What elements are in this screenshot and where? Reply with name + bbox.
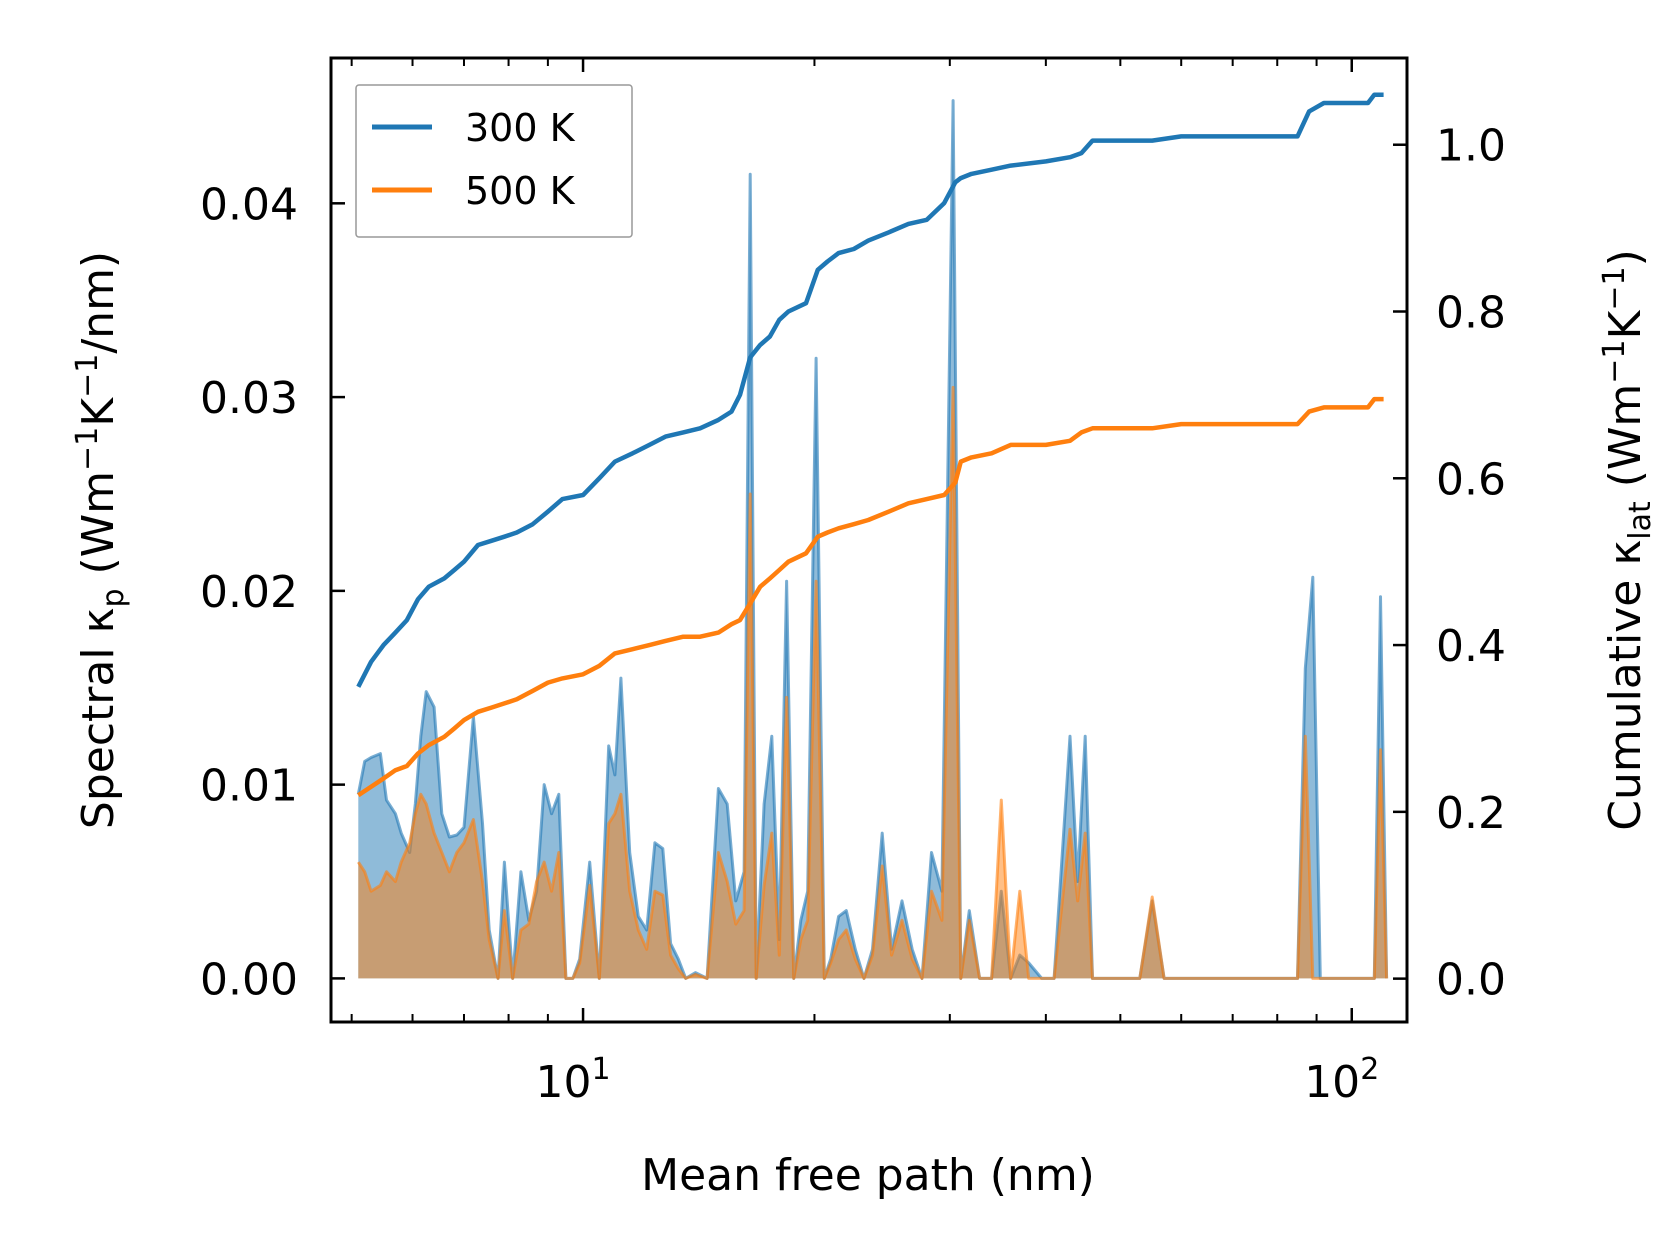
x-axis-label: Mean free path (nm) <box>641 1150 1095 1201</box>
legend-label-500k: 500 K <box>465 169 576 213</box>
y-right-tick-label: 0.4 <box>1436 621 1506 672</box>
legend-label-300k: 300 K <box>465 106 576 150</box>
legend-box <box>355 84 633 238</box>
legend: 300 K 500 K <box>355 84 633 238</box>
cumulative-line-300k <box>356 92 1384 688</box>
y-right-tick-label: 0.0 <box>1436 955 1506 1006</box>
y-left-tick-label: 0.01 <box>200 761 298 812</box>
plot-frame <box>329 56 1409 1024</box>
cumulative-line-500k <box>357 396 1384 798</box>
axis-ticks: 101 102 0.00 0.01 0.02 0.03 0.04 0.0 0.2 0.4 0.6 0.… <box>200 58 1506 1108</box>
cumulative-lines <box>356 92 1384 798</box>
spectral-fills <box>356 99 1389 980</box>
y-axis-label-left: Spectral κp (Wm−1K−1/nm) <box>70 251 131 829</box>
y-axis-label-right: Cumulative κlat (Wm−1K−1) <box>1597 249 1658 831</box>
y-left-tick-label: 0.03 <box>200 373 298 424</box>
spectral-line-300k <box>356 99 1389 980</box>
x-tick-label: 102 <box>1304 1052 1379 1108</box>
spectral-fill-500k <box>358 387 1387 979</box>
y-right-tick-label: 0.8 <box>1436 288 1506 339</box>
y-left-tick-label: 0.02 <box>200 567 298 618</box>
y-right-tick-label: 0.6 <box>1436 454 1506 505</box>
spectral-line-500k <box>357 385 1389 980</box>
y-right-tick-label: 1.0 <box>1436 121 1506 172</box>
y-left-tick-label: 0.00 <box>200 954 298 1005</box>
y-right-tick-label: 0.2 <box>1436 788 1506 839</box>
x-tick-label: 101 <box>536 1052 611 1108</box>
y-left-tick-label: 0.04 <box>200 179 298 230</box>
